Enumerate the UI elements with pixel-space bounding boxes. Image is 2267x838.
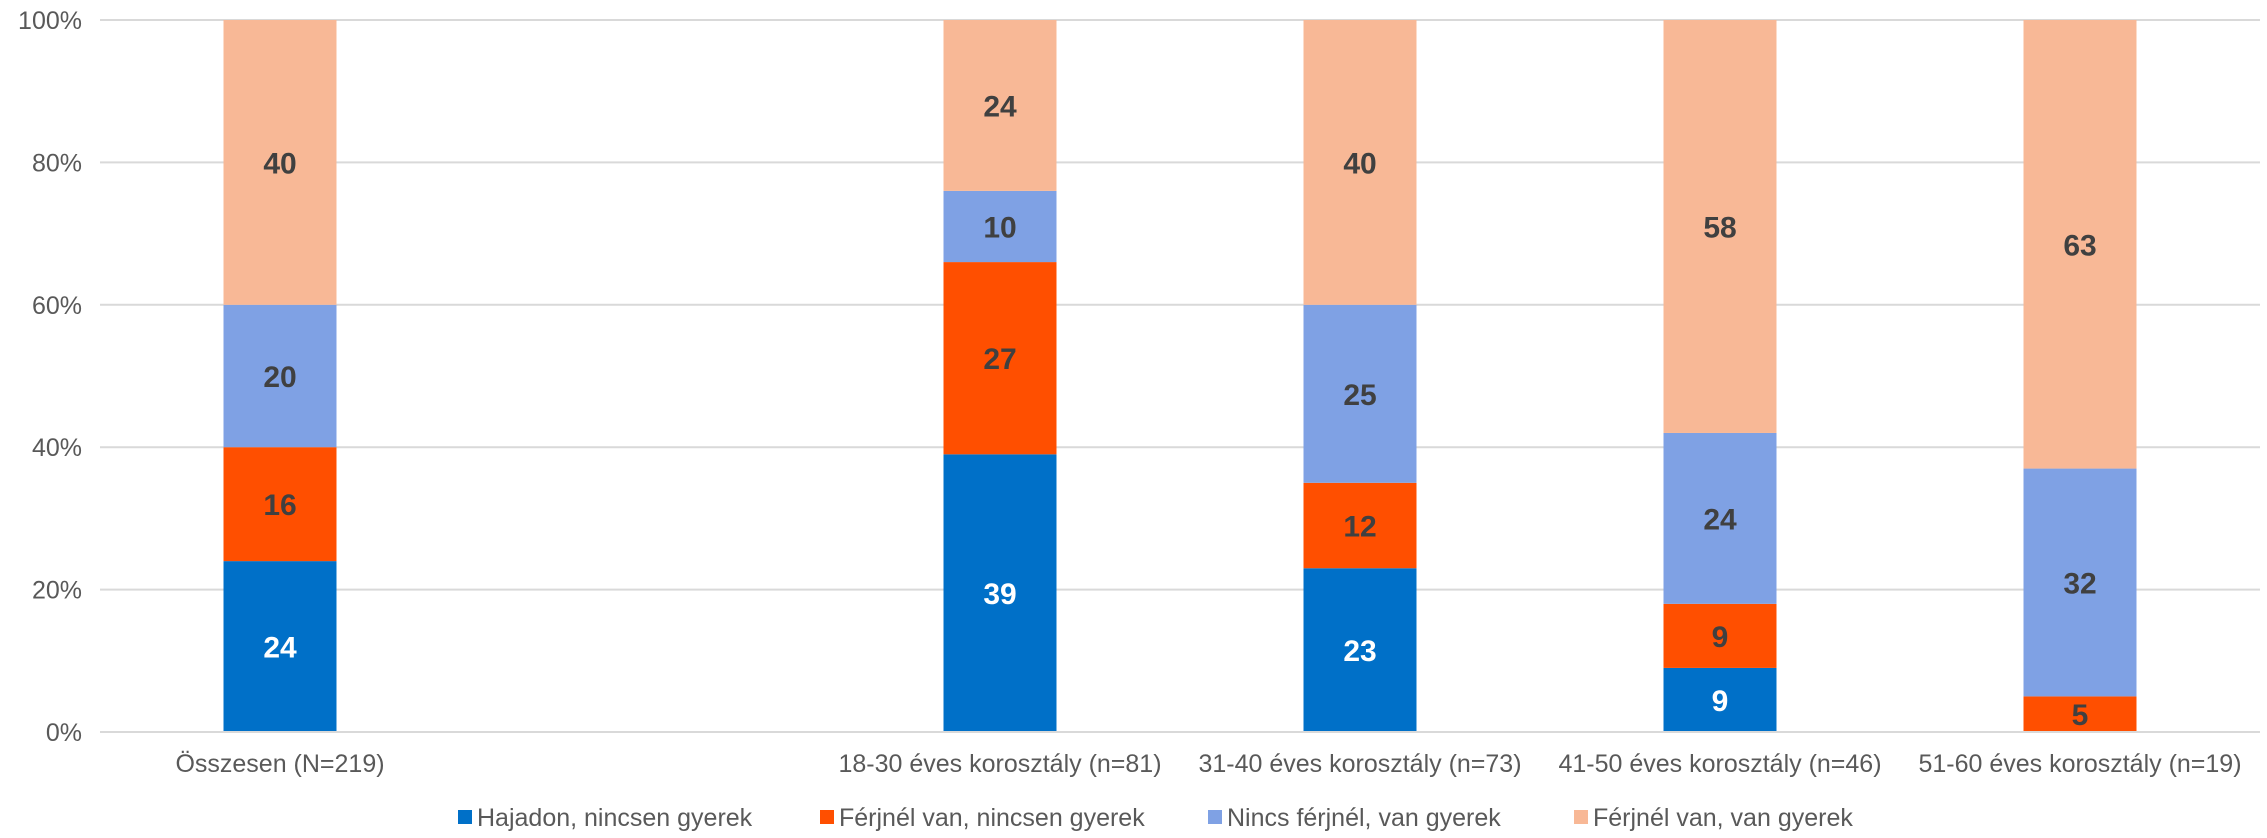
- data-label: 23: [1343, 635, 1376, 668]
- y-tick-label: 0%: [46, 719, 82, 747]
- data-label: 20: [263, 361, 296, 394]
- legend-label: Nincs férjnél, van gyerek: [1227, 804, 1501, 832]
- legend-item: Hajadon, nincsen gyerek: [458, 804, 753, 832]
- legend-item: Férjnél van, nincsen gyerek: [820, 804, 1145, 832]
- bar-segment: [1663, 20, 1777, 433]
- data-label: 63: [2063, 229, 2096, 262]
- data-label: 32: [2063, 567, 2096, 600]
- data-label: 40: [263, 147, 296, 180]
- bar-segment: [1303, 304, 1417, 483]
- bars: 24 16 20 40 39 27 10 24 23 12 25 40 9 9 24 58 5 32 63: [223, 20, 2137, 732]
- legend-item: Férjnél van, van gyerek: [1574, 804, 1853, 832]
- x-tick-label: 18-30 éves korosztály (n=81): [838, 750, 1161, 778]
- data-label: 16: [263, 489, 296, 522]
- bar-segment: [1303, 20, 1417, 305]
- legend-swatch: [1574, 810, 1588, 824]
- data-label: 9: [1712, 621, 1729, 654]
- y-tick-label: 20%: [32, 577, 82, 605]
- bar-segment: [2023, 20, 2137, 469]
- data-label: 39: [983, 578, 1016, 611]
- x-tick-label: 31-40 éves korosztály (n=73): [1198, 750, 1521, 778]
- bar-segment: [943, 20, 1057, 191]
- data-label: 24: [983, 90, 1017, 123]
- y-tick-label: 40%: [32, 434, 82, 462]
- data-label: 27: [983, 343, 1016, 376]
- legend-item: Nincs férjnél, van gyerek: [1208, 804, 1501, 832]
- bar-segment: [1663, 603, 1777, 668]
- legend-label: Férjnél van, nincsen gyerek: [839, 804, 1145, 832]
- data-label: 10: [983, 211, 1016, 244]
- bar-segment: [2023, 468, 2137, 697]
- y-tick-label: 100%: [18, 7, 82, 35]
- x-tick-label: 41-50 éves korosztály (n=46): [1558, 750, 1881, 778]
- data-label: 24: [1703, 503, 1737, 536]
- x-axis: Összesen (N=219) 18-30 éves korosztály (n…: [100, 731, 2260, 778]
- bar-segment: [1663, 432, 1777, 604]
- bar-segment: [1663, 667, 1777, 732]
- bar-segment: [223, 561, 337, 732]
- data-label: 5: [2072, 699, 2089, 732]
- bar-segment: [1303, 482, 1417, 569]
- data-label: 40: [1343, 147, 1376, 180]
- legend: Hajadon, nincsen gyerek Férjnél van, ninc…: [458, 804, 1853, 832]
- bar-segment: [1303, 568, 1417, 732]
- bar-segment: [2023, 696, 2137, 732]
- legend-label: Férjnél van, van gyerek: [1593, 804, 1853, 832]
- data-label: 9: [1712, 685, 1729, 718]
- data-label: 24: [263, 632, 297, 665]
- bar-segment: [943, 190, 1057, 263]
- legend-swatch: [1208, 810, 1222, 824]
- data-label: 58: [1703, 211, 1736, 244]
- y-tick-label: 80%: [32, 149, 82, 177]
- y-axis: 0% 20% 40% 60% 80% 100%: [18, 7, 82, 747]
- legend-label: Hajadon, nincsen gyerek: [477, 804, 753, 832]
- legend-swatch: [458, 810, 472, 824]
- bar-segment: [943, 262, 1057, 455]
- gridlines: [100, 19, 2260, 733]
- data-label: 12: [1343, 511, 1376, 544]
- bar-segment: [943, 454, 1057, 732]
- x-tick-label: Összesen (N=219): [175, 750, 384, 778]
- legend-swatch: [820, 810, 834, 824]
- y-tick-label: 60%: [32, 292, 82, 320]
- bar-segment: [223, 20, 337, 305]
- x-tick-label: 51-60 éves korosztály (n=19): [1918, 750, 2241, 778]
- bar-segment: [223, 447, 337, 562]
- data-label: 25: [1343, 379, 1376, 412]
- bar-segment: [223, 304, 337, 448]
